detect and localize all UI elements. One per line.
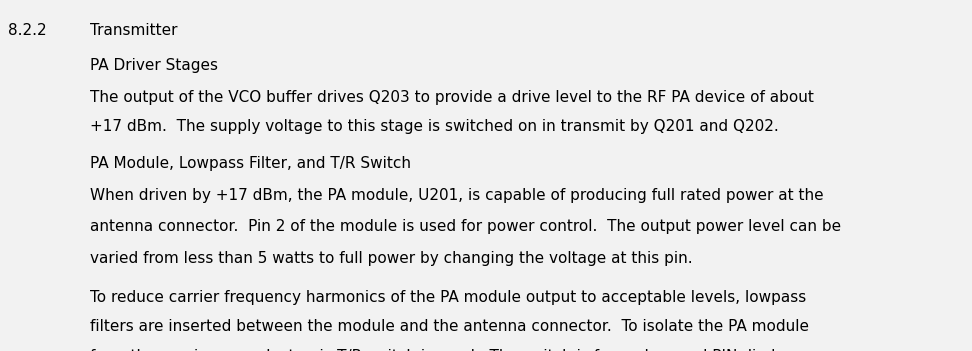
Text: Transmitter: Transmitter <box>90 23 178 38</box>
Text: The output of the VCO buffer drives Q203 to provide a drive level to the RF PA d: The output of the VCO buffer drives Q203… <box>90 90 815 105</box>
Text: antenna connector.  Pin 2 of the module is used for power control.  The output p: antenna connector. Pin 2 of the module i… <box>90 219 842 234</box>
Text: varied from less than 5 watts to full power by changing the voltage at this pin.: varied from less than 5 watts to full po… <box>90 251 693 266</box>
Text: filters are inserted between the module and the antenna connector.  To isolate t: filters are inserted between the module … <box>90 319 810 335</box>
Text: PA Driver Stages: PA Driver Stages <box>90 58 219 73</box>
Text: from the receiver, an electronic T/R switch is used.  The switch is formed aroun: from the receiver, an electronic T/R swi… <box>90 349 793 351</box>
Text: 8.2.2: 8.2.2 <box>8 23 47 38</box>
Text: PA Module, Lowpass Filter, and T/R Switch: PA Module, Lowpass Filter, and T/R Switc… <box>90 156 411 171</box>
Text: To reduce carrier frequency harmonics of the PA module output to acceptable leve: To reduce carrier frequency harmonics of… <box>90 290 807 305</box>
Text: +17 dBm.  The supply voltage to this stage is switched on in transmit by Q201 an: +17 dBm. The supply voltage to this stag… <box>90 119 780 134</box>
Text: When driven by +17 dBm, the PA module, U201, is capable of producing full rated : When driven by +17 dBm, the PA module, U… <box>90 188 824 203</box>
